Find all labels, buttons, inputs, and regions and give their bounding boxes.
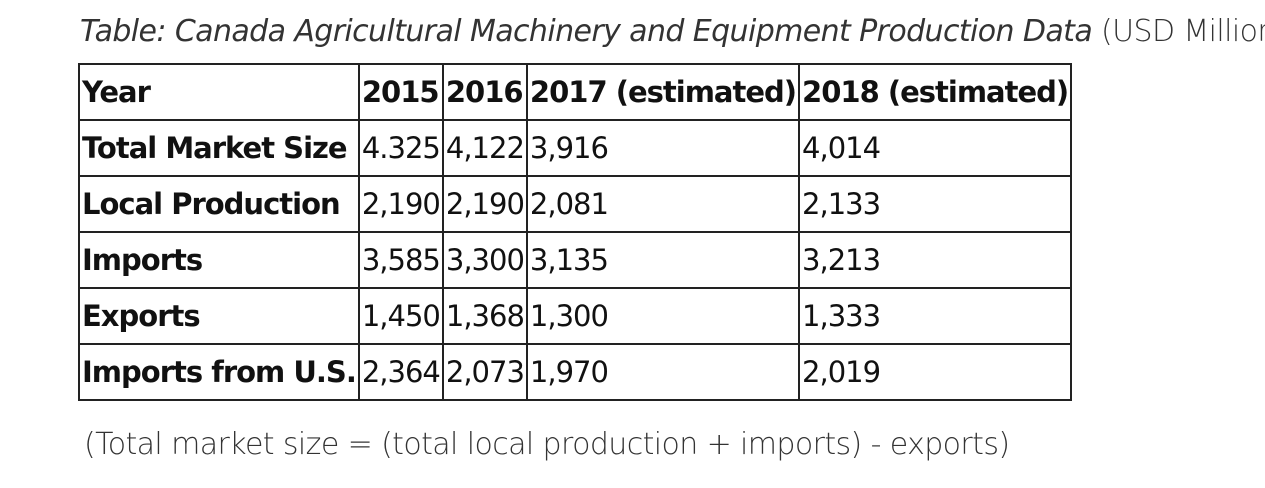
header-2016: 2016 — [441, 63, 528, 121]
cell-value: 2,019 — [798, 343, 1073, 401]
header-2018: 2018 (estimated) — [798, 63, 1073, 121]
row-label: Local Production — [78, 175, 360, 233]
cell-value: 3,300 — [441, 231, 528, 289]
header-2015: 2015 — [357, 63, 444, 121]
table-row: Imports 3,585 3,300 3,135 3,213 — [78, 231, 1073, 289]
caption-unit: (USD Millions) — [1101, 14, 1265, 49]
cell-value: 4,122 — [441, 119, 528, 177]
table-row: Local Production 2,190 2,190 2,081 2,133 — [78, 175, 1073, 233]
cell-value: 4,014 — [798, 119, 1073, 177]
row-label: Total Market Size — [78, 119, 360, 177]
cell-value: 1,970 — [525, 343, 801, 401]
caption-title: Table: Canada Agricultural Machinery and… — [80, 14, 1093, 49]
table-caption: Table: Canada Agricultural Machinery and… — [80, 14, 1265, 49]
cell-value: 2,190 — [357, 175, 444, 233]
row-label: Imports from U.S. — [78, 343, 360, 401]
header-2017: 2017 (estimated) — [525, 63, 801, 121]
table-row: Imports from U.S. 2,364 2,073 1,970 2,01… — [78, 343, 1073, 401]
data-table: Year 2015 2016 2017 (estimated) 2018 (es… — [78, 63, 1073, 401]
cell-value: 1,333 — [798, 287, 1073, 345]
cell-value: 3,585 — [357, 231, 444, 289]
cell-value: 4.325 — [357, 119, 444, 177]
cell-value: 1,450 — [357, 287, 444, 345]
table-row: Exports 1,450 1,368 1,300 1,333 — [78, 287, 1073, 345]
cell-value: 3,916 — [525, 119, 801, 177]
table-row: Total Market Size 4.325 4,122 3,916 4,01… — [78, 119, 1073, 177]
cell-value: 1,368 — [441, 287, 528, 345]
cell-value: 2,073 — [441, 343, 528, 401]
table-footnote: (Total market size = (total local produc… — [84, 427, 1010, 462]
table-header-row: Year 2015 2016 2017 (estimated) 2018 (es… — [78, 63, 1073, 121]
row-label: Imports — [78, 231, 360, 289]
cell-value: 3,213 — [798, 231, 1073, 289]
cell-value: 2,190 — [441, 175, 528, 233]
cell-value: 2,081 — [525, 175, 801, 233]
cell-value: 1,300 — [525, 287, 801, 345]
header-year: Year — [78, 63, 360, 121]
cell-value: 2,133 — [798, 175, 1073, 233]
cell-value: 2,364 — [357, 343, 444, 401]
cell-value: 3,135 — [525, 231, 801, 289]
row-label: Exports — [78, 287, 360, 345]
